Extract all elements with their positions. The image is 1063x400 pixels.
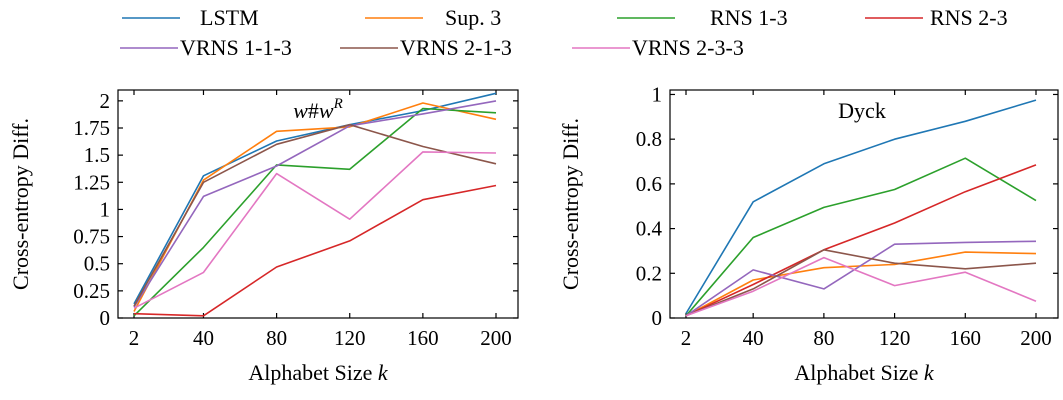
series-line xyxy=(685,99,1037,314)
series-line xyxy=(133,100,497,308)
chart-panel-wwr: 2 40 80 120 160 200 0 0.25 0.5 0.75 1 1.25 1.5 1.75 2 A… xyxy=(8,89,519,385)
panel-title: Dyck xyxy=(838,98,886,123)
plot-frame xyxy=(669,89,1059,319)
panel-title-w2: w xyxy=(319,98,334,123)
x-tick-label: 160 xyxy=(950,326,982,350)
series-line xyxy=(133,92,497,305)
x-axis-title-text: Alphabet Size xyxy=(794,360,924,385)
panel-title: w#wR xyxy=(293,96,343,123)
x-tick-label: 120 xyxy=(879,326,911,350)
legend-item: Sup. 3 xyxy=(365,5,501,30)
series-line xyxy=(685,251,1037,317)
legend-label: LSTM xyxy=(200,5,259,30)
x-tick-label: 80 xyxy=(266,326,287,350)
x-axis-title-text: Alphabet Size xyxy=(248,360,378,385)
panel-title-sup: R xyxy=(333,96,343,112)
legend-label: VRNS 2-3-3 xyxy=(632,35,744,60)
legend-item: LSTM xyxy=(122,5,259,30)
series-line xyxy=(685,157,1037,317)
series-line xyxy=(133,151,497,309)
plot-frame xyxy=(117,89,519,319)
series-line xyxy=(133,107,497,317)
series-line xyxy=(133,123,497,307)
legend-item: VRNS 2-3-3 xyxy=(572,35,744,60)
legend-label: RNS 1-3 xyxy=(710,5,788,30)
y-axis-title: Cross-entropy Diff. xyxy=(8,118,33,290)
x-axis-title-var: k xyxy=(378,360,389,385)
y-tick-label: 2 xyxy=(100,89,111,113)
y-tick-label: 0 xyxy=(652,306,663,330)
y-tick-label: 0.2 xyxy=(636,261,662,285)
panel-title-w: w xyxy=(293,98,308,123)
x-tick-label: 2 xyxy=(129,326,140,350)
legend-label: VRNS 1-1-3 xyxy=(180,35,292,60)
series-line xyxy=(133,184,497,317)
x-tick-label: 80 xyxy=(813,326,834,350)
x-tick-label: 200 xyxy=(480,326,512,350)
y-tick-label: 0 xyxy=(100,306,111,330)
legend-item: VRNS 2-1-3 xyxy=(340,35,512,60)
x-tick-label: 2 xyxy=(681,326,692,350)
y-tick-label: 0.75 xyxy=(73,225,110,249)
y-tick-label: 0.4 xyxy=(636,217,663,241)
panel-title-hash: # xyxy=(308,98,319,123)
x-tick-label: 160 xyxy=(407,326,439,350)
series-line xyxy=(685,256,1037,317)
series-line xyxy=(685,164,1037,317)
legend: LSTM Sup. 3 RNS 1-3 RNS 2-3 VRNS 1-1-3 VRNS 2… xyxy=(120,5,1008,60)
y-tick-label: 0.25 xyxy=(73,279,110,303)
x-tick-label: 120 xyxy=(334,326,366,350)
legend-label: RNS 2-3 xyxy=(930,5,1008,30)
y-tick-label: 0.5 xyxy=(84,252,110,276)
y-tick-label: 1.75 xyxy=(73,116,110,140)
series-line xyxy=(685,240,1037,317)
x-tick-label: 40 xyxy=(193,326,214,350)
x-axis-title: Alphabet Size k xyxy=(248,360,389,385)
x-tick-label: 200 xyxy=(1020,326,1052,350)
series-line xyxy=(685,249,1037,317)
x-axis-title-var: k xyxy=(924,360,935,385)
y-tick-label: 1 xyxy=(100,197,111,221)
legend-item: RNS 1-3 xyxy=(617,5,788,30)
legend-item: VRNS 1-1-3 xyxy=(120,35,292,60)
x-tick-label: 40 xyxy=(743,326,764,350)
legend-label: Sup. 3 xyxy=(445,5,501,30)
x-axis-title: Alphabet Size k xyxy=(794,360,935,385)
chart-panel-dyck: 2 40 80 120 160 200 0 0.2 0.4 0.6 0.8 1 Alphabet Siz… xyxy=(558,82,1059,385)
y-axis-title: Cross-entropy Diff. xyxy=(558,118,583,290)
y-tick-label: 1 xyxy=(652,82,663,106)
legend-label: VRNS 2-1-3 xyxy=(400,35,512,60)
y-tick-label: 1.5 xyxy=(84,143,110,167)
legend-item: RNS 2-3 xyxy=(865,5,1008,30)
y-tick-label: 0.6 xyxy=(636,172,662,196)
y-tick-label: 1.25 xyxy=(73,170,110,194)
y-tick-label: 0.8 xyxy=(636,127,662,151)
